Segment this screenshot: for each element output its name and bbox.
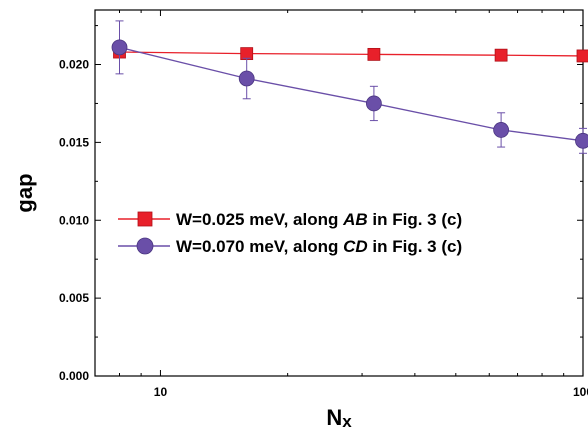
data-point-circle <box>366 95 382 112</box>
axis-ticks: 0.000 0.005 0.010 0.015 0.020 10 100 <box>59 10 588 399</box>
data-point-square <box>367 47 381 61</box>
series-layer <box>111 20 588 154</box>
y-tick-label: 0.000 <box>59 369 89 383</box>
series-line <box>119 51 584 57</box>
legend-entry-1: W=0.025 meV, along AB in Fig. 3 (c) <box>118 210 462 229</box>
data-point-circle <box>238 70 255 87</box>
legend-label: W=0.025 meV, along AB in Fig. 3 (c) <box>176 210 462 229</box>
series-1 <box>113 45 588 63</box>
y-tick-label: 0.005 <box>59 291 89 305</box>
legend: W=0.025 meV, along AB in Fig. 3 (c) W=0.0… <box>118 210 462 256</box>
legend-marker-circle <box>136 237 154 255</box>
x-axis-title: Nx <box>326 405 352 431</box>
data-point-circle <box>493 122 510 138</box>
data-point-square <box>576 49 588 63</box>
x-tick-label: 10 <box>154 385 168 399</box>
series-line <box>119 46 584 142</box>
plot-frame <box>94 9 584 377</box>
data-point-circle <box>111 39 128 56</box>
legend-entry-2: W=0.070 meV, along CD in Fig. 3 (c) <box>118 237 462 256</box>
axis-titles: Nx gap <box>12 173 352 431</box>
legend-label: W=0.070 meV, along CD in Fig. 3 (c) <box>176 237 462 256</box>
series-2 <box>111 20 588 154</box>
y-tick-label: 0.010 <box>59 213 89 227</box>
y-axis-title: gap <box>12 173 37 212</box>
plot-axes <box>94 9 584 377</box>
legend-marker-square <box>137 211 153 227</box>
y-tick-label: 0.020 <box>59 58 89 72</box>
data-point-square <box>494 48 508 62</box>
y-tick-label: 0.015 <box>59 135 89 149</box>
x-tick-label: 100 <box>573 385 588 399</box>
data-point-circle <box>575 132 588 149</box>
